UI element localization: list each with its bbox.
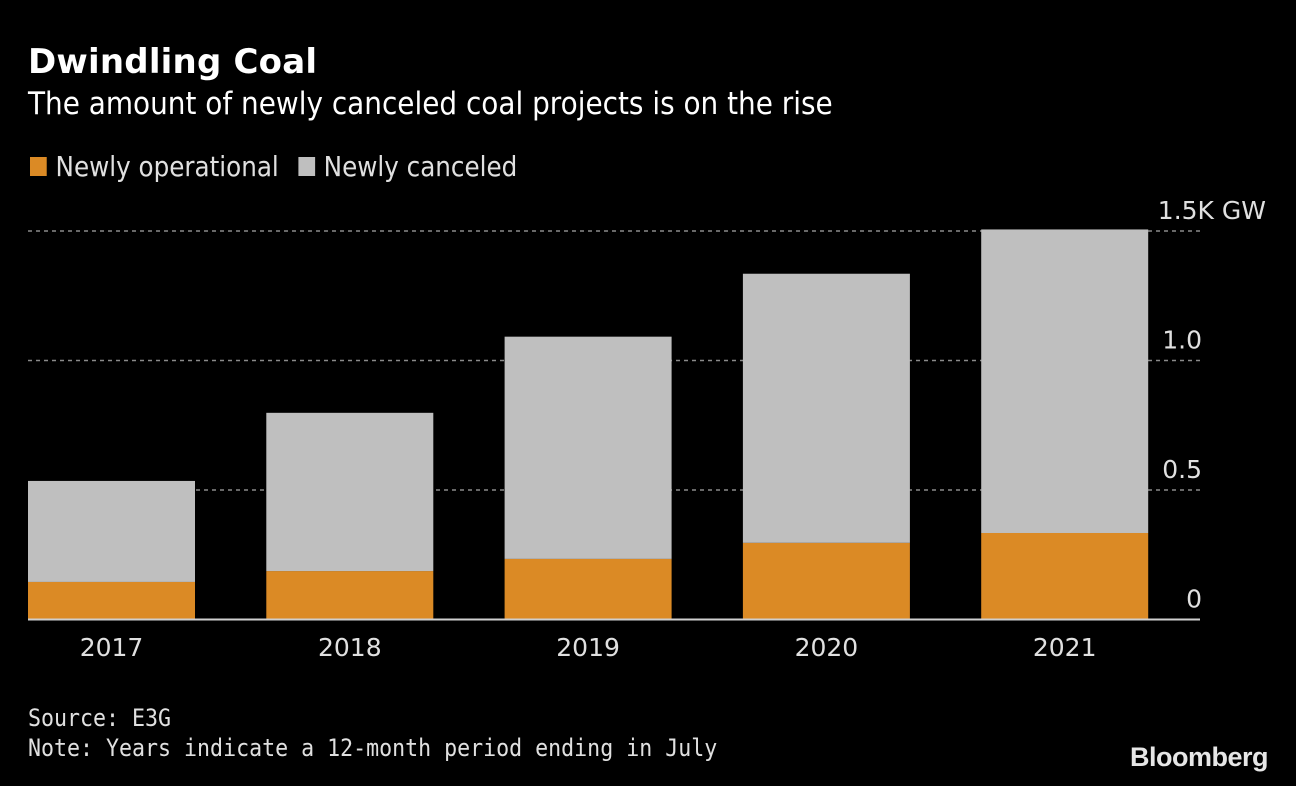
y-tick-label: 0.5 xyxy=(1162,455,1202,484)
legend-item-operational: Newly operational xyxy=(30,150,279,183)
legend: Newly operational Newly canceled xyxy=(30,150,537,183)
y-axis: 0 0.5 1.0 1.5K GW xyxy=(1158,196,1266,614)
bar-2017-operational xyxy=(28,581,195,620)
bar-2017-canceled xyxy=(28,480,195,582)
chart-subtitle: The amount of newly canceled coal projec… xyxy=(28,86,833,122)
bar-2018-operational xyxy=(266,571,434,620)
y-tick-label: 1.5K GW xyxy=(1158,196,1266,225)
bar-2019-operational xyxy=(504,558,672,620)
x-tick-label: 2021 xyxy=(1033,633,1097,662)
y-tick-label: 1.0 xyxy=(1162,326,1202,355)
footnote: Note: Years indicate a 12-month period e… xyxy=(28,734,718,762)
bar-2020-canceled xyxy=(742,273,910,543)
legend-label-canceled: Newly canceled xyxy=(323,150,518,183)
bar-2021-canceled xyxy=(981,229,1149,533)
x-axis: 2017 2018 2019 2020 2021 xyxy=(80,633,1097,662)
bar-2018-canceled xyxy=(266,412,434,572)
y-tick-label: 0 xyxy=(1186,585,1202,614)
legend-swatch-operational xyxy=(30,157,47,176)
x-tick-label: 2017 xyxy=(80,633,144,662)
legend-swatch-canceled xyxy=(298,157,315,176)
legend-item-canceled: Newly canceled xyxy=(298,150,517,183)
x-tick-label: 2019 xyxy=(556,633,620,662)
bar-2020-operational xyxy=(742,542,910,620)
source-note: Source: E3G xyxy=(28,704,172,732)
bars xyxy=(28,229,1149,620)
x-tick-label: 2020 xyxy=(795,633,859,662)
bloomberg-logo: Bloomberg xyxy=(1129,742,1269,772)
bar-2021-operational xyxy=(981,532,1149,620)
chart-title: Dwindling Coal xyxy=(28,42,318,82)
x-tick-label: 2018 xyxy=(318,633,382,662)
legend-label-operational: Newly operational xyxy=(55,150,279,183)
bar-2019-canceled xyxy=(504,336,672,559)
